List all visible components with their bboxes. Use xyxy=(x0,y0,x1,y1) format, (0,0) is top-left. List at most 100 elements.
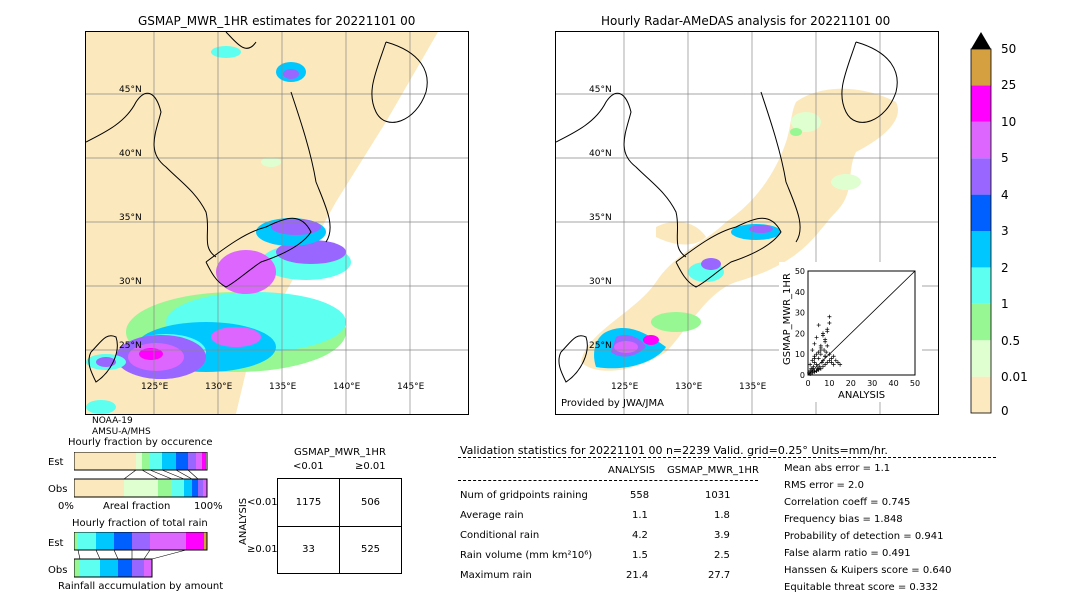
right-lon-135: 135°E xyxy=(739,382,767,392)
colorbar-segment xyxy=(971,376,991,413)
colorbar-segment xyxy=(971,340,991,377)
right-lat-35: 35°N xyxy=(589,213,612,223)
scatter-point xyxy=(812,369,817,374)
cb-label-10: 10 xyxy=(1001,115,1017,129)
scatter-xtick-label: 20 xyxy=(846,379,856,388)
cb-label-3: 3 xyxy=(1001,224,1009,238)
colorbar xyxy=(970,32,992,414)
right-map-canvas xyxy=(556,32,938,414)
scatter-ytick-label: 30 xyxy=(795,309,805,318)
sensor-name: AMSU-A/MHS xyxy=(92,427,151,437)
right-lat-30: 30°N xyxy=(589,277,612,287)
cb-label-50: 50 xyxy=(1001,42,1017,56)
validation-col-rule xyxy=(458,480,758,481)
scatter-point xyxy=(831,354,836,359)
right-map-analysis-area xyxy=(581,88,898,371)
colorbar-segment xyxy=(971,231,991,268)
stat-row-analysis: 21.4 xyxy=(626,570,649,581)
left-map-title: GSMAP_MWR_1HR estimates for 20221101 00 xyxy=(138,14,416,28)
right-lat-40: 40°N xyxy=(589,149,612,159)
scatter-point xyxy=(814,335,819,340)
contingency-table: 1175 506 33 525 xyxy=(277,478,402,574)
cb-label-5: 5 xyxy=(1001,151,1009,165)
scatter-ytick-label: 20 xyxy=(795,329,805,338)
left-map-rain-field xyxy=(86,46,351,414)
scatter-point xyxy=(825,343,830,348)
colorbar-segment xyxy=(971,158,991,195)
scatter-point xyxy=(823,337,828,342)
total-est-label: Est xyxy=(48,538,64,549)
total-rain-bars xyxy=(74,532,208,578)
stat-row-label: Average rain xyxy=(460,510,524,521)
validation-col-analysis: ANALYSIS xyxy=(608,465,656,476)
scatter-point xyxy=(819,360,824,365)
scatter-ytick-label: 40 xyxy=(795,288,805,297)
occurrence-connectors xyxy=(123,469,199,480)
right-lon-125: 125°E xyxy=(611,382,639,392)
colorbar-segments xyxy=(970,48,992,414)
score-pod: Probability of detection = 0.941 xyxy=(784,531,944,542)
scatter-point xyxy=(825,360,830,365)
scatter-point xyxy=(814,362,819,367)
left-lon-140: 140°E xyxy=(333,382,361,392)
stat-row-label: Maximum rain xyxy=(460,570,532,581)
scatter-point xyxy=(818,348,823,353)
scatter-xtick-label: 0 xyxy=(805,379,810,388)
scatter-point xyxy=(823,362,828,367)
score-mean-abs-error: Mean abs error = 1.1 xyxy=(784,463,891,474)
occurrence-bars xyxy=(74,452,208,498)
occurrence-est-label: Est xyxy=(48,457,64,468)
validation-col-est: GSMAP_MWR_1HR xyxy=(667,465,759,476)
right-map-title: Hourly Radar-AMeDAS analysis for 2022110… xyxy=(601,14,891,28)
contingency-a: 1175 xyxy=(295,497,322,508)
scatter-point xyxy=(835,360,840,365)
colorbar-segment xyxy=(971,121,991,159)
scatter-point xyxy=(825,329,830,334)
scatter-point xyxy=(812,341,817,346)
total-obs-bar xyxy=(74,558,153,578)
scatter-point xyxy=(820,333,825,338)
cb-label-2: 2 xyxy=(1001,261,1009,275)
scatter-point xyxy=(823,354,828,359)
scatter-ytick-label: 0 xyxy=(800,371,805,380)
occurrence-x0: 0% xyxy=(58,501,74,512)
satellite-name: NOAA-19 xyxy=(92,416,133,426)
occurrence-xlabel: Areal fraction xyxy=(103,501,171,512)
left-map-canvas xyxy=(86,32,468,414)
stat-row-label: Num of gridpoints raining xyxy=(460,490,588,501)
occurrence-obs-bar xyxy=(74,478,208,498)
scatter-point xyxy=(814,368,819,373)
total-connectors xyxy=(77,549,187,560)
contingency-hline xyxy=(278,526,401,527)
contingency-row2: ≥0.01 xyxy=(247,544,278,555)
scatter-point xyxy=(816,323,821,328)
colorbar-segment xyxy=(971,85,991,122)
left-lat-25: 25°N xyxy=(119,341,142,351)
stat-row-analysis: 1.5 xyxy=(632,550,648,561)
score-correlation: Correlation coeff = 0.745 xyxy=(784,497,911,508)
cb-label-4: 4 xyxy=(1001,188,1009,202)
scatter-point xyxy=(808,371,813,376)
colorbar-segment xyxy=(971,194,991,231)
score-hk: Hanssen & Kuipers score = 0.640 xyxy=(784,565,952,576)
scatter-point xyxy=(818,352,823,357)
colorbar-frame xyxy=(970,48,992,414)
scatter-xtick-label: 50 xyxy=(910,379,920,388)
left-lat-30: 30°N xyxy=(119,277,142,287)
scatter-ylabel: GSMAP_MWR_1HR xyxy=(782,273,793,365)
scatter-point xyxy=(820,364,825,369)
scatter-point xyxy=(810,366,815,371)
contingency-col1: <0.01 xyxy=(293,461,324,472)
scatter-point xyxy=(810,358,815,363)
colorbar-segment xyxy=(971,267,991,304)
cb-label-05: 0.5 xyxy=(1001,334,1021,348)
occurrence-x1: 100% xyxy=(194,501,223,512)
scatter-point xyxy=(827,321,832,325)
stat-row-analysis: 558 xyxy=(630,490,650,501)
contingency-title: GSMAP_MWR_1HR xyxy=(294,447,386,458)
left-lat-45: 45°N xyxy=(119,85,142,95)
left-map-coastline xyxy=(86,32,428,383)
score-far: False alarm ratio = 0.491 xyxy=(784,548,911,559)
cb-label-0: 0 xyxy=(1001,404,1009,418)
stat-row-est: 1.8 xyxy=(714,510,730,521)
